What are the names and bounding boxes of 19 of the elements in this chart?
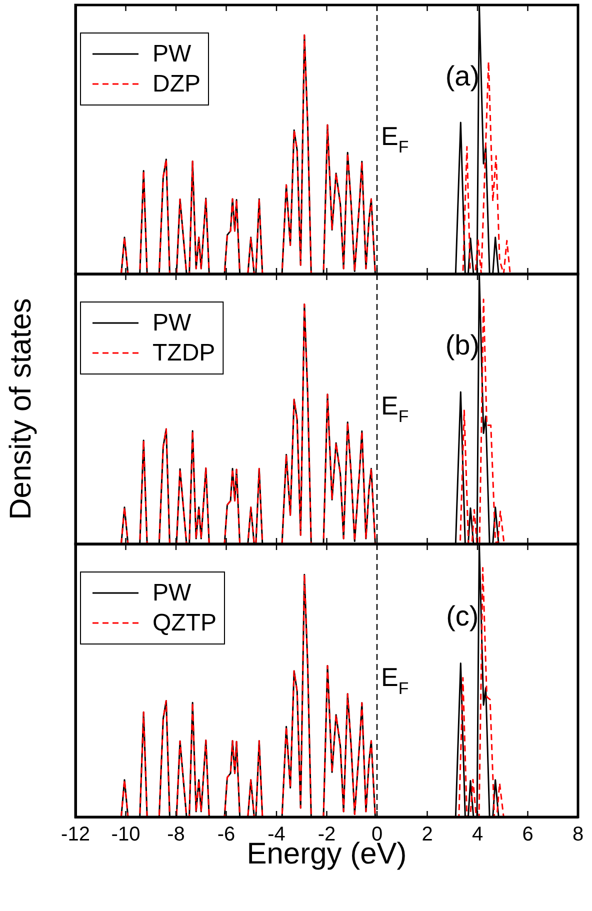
annotation: (c) [446,600,479,632]
x-tick-label: -8 [167,824,185,846]
legend-label: TZDP [152,340,216,367]
x-tick-label: -6 [217,824,236,846]
legend-label: PW [152,580,192,607]
x-tick-label: 6 [522,824,534,846]
x-tick-label: 2 [422,824,433,846]
y-axis-title: Density of states [4,298,38,520]
x-tick-label: 4 [472,824,484,846]
x-tick-label: -12 [61,824,90,846]
x-tick-label: -2 [318,824,336,846]
x-tick-label: 8 [572,824,584,846]
legend-label: PW [152,310,192,337]
annotation: (a) [445,60,480,92]
x-tick-label: -10 [111,824,140,846]
legend-label: DZP [152,70,200,98]
legend-label: PW [152,40,192,68]
legend-label: QZTP [152,610,216,637]
annotation: (b) [445,330,480,361]
